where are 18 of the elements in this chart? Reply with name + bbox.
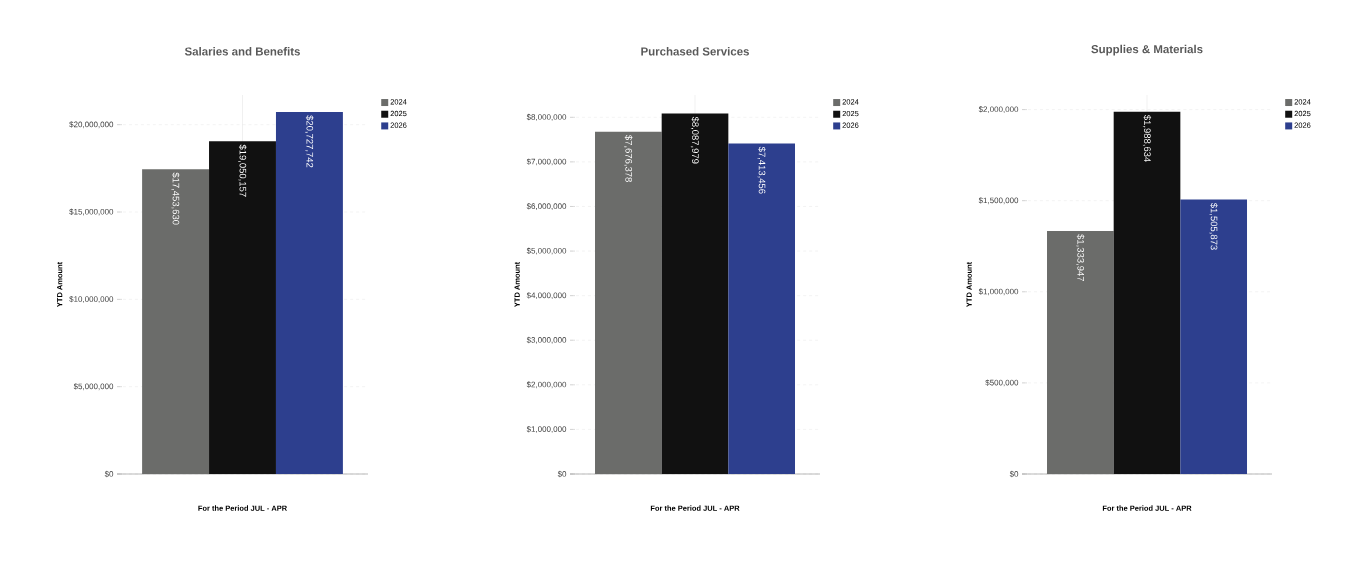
bar	[728, 143, 795, 474]
bar	[595, 131, 662, 474]
chart-title: Purchased Services	[641, 47, 749, 56]
data-label: $1,988,634	[1142, 114, 1152, 162]
bar	[1047, 230, 1114, 474]
bar	[1113, 111, 1181, 474]
data-label: $8,087,979	[690, 116, 700, 164]
bar	[661, 113, 729, 474]
data-label: $1,505,873	[1209, 202, 1218, 250]
data-label: $7,413,456	[757, 146, 766, 194]
chart-title: Salaries and Benefits	[184, 47, 300, 56]
bar	[1180, 199, 1248, 474]
data-label: $19,050,157	[238, 144, 247, 197]
chart-title: Supplies & Materials	[1091, 44, 1203, 56]
data-label: $20,727,742	[305, 115, 314, 168]
data-label: $17,453,630	[171, 172, 180, 225]
data-label: $7,676,378	[624, 135, 633, 182]
data-label: $1,333,947	[1076, 234, 1085, 282]
